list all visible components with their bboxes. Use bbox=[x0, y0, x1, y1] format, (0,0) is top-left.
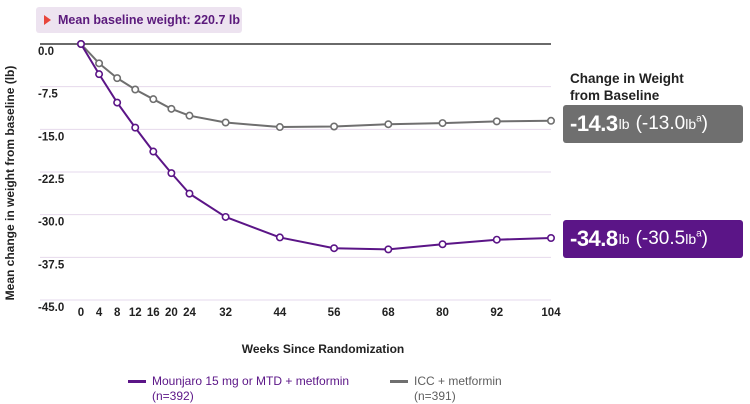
mounjaro-data-point bbox=[546, 233, 555, 242]
baseline-weight-badge: Mean baseline weight: 220.7 lb bbox=[36, 7, 242, 33]
x-tick-label: 20 bbox=[165, 307, 178, 319]
mounjaro-data-point bbox=[167, 169, 176, 178]
x-tick-label: 80 bbox=[436, 307, 449, 319]
y-tick-label: 0.0 bbox=[38, 46, 54, 58]
y-tick-label: -15.0 bbox=[38, 131, 64, 143]
mounjaro-data-point bbox=[384, 245, 393, 254]
icc-result-badge: -14.3 lb (-13.0lba) bbox=[563, 105, 743, 143]
y-axis-ticks: 0.0 -7.5 -15.0 -22.5 -30.0 -37.5 -45.0 bbox=[38, 46, 65, 314]
icc-data-point bbox=[131, 85, 140, 94]
gridlines bbox=[40, 86, 551, 301]
series-group bbox=[77, 39, 555, 254]
x-tick-label: 12 bbox=[129, 307, 142, 319]
icc-data-point bbox=[438, 119, 447, 128]
mounjaro-data-point bbox=[131, 123, 140, 132]
mounjaro-result-alt: (-30.5lba) bbox=[635, 228, 708, 249]
icc-result-alt: (-13.0lba) bbox=[635, 113, 708, 134]
x-tick-label: 4 bbox=[96, 307, 103, 319]
icc-result-value: -14.3 bbox=[570, 111, 618, 136]
x-tick-label: 32 bbox=[219, 307, 232, 319]
icc-data-point bbox=[275, 123, 284, 132]
mounjaro-data-point bbox=[95, 70, 104, 79]
mounjaro-data-point bbox=[330, 244, 339, 253]
mounjaro-data-point bbox=[275, 233, 284, 242]
y-axis-label: Mean change in weight from baseline (lb) bbox=[3, 66, 17, 301]
y-tick-label: -37.5 bbox=[38, 259, 65, 271]
icc-data-point bbox=[330, 122, 339, 131]
icc-data-point bbox=[149, 95, 158, 104]
baseline-weight-text: Mean baseline weight: 220.7 lb bbox=[58, 13, 241, 27]
legend-swatch-mounjaro bbox=[128, 380, 146, 383]
legend-swatch-icc bbox=[390, 380, 408, 383]
x-tick-label: 44 bbox=[273, 307, 286, 319]
y-tick-label: -30.0 bbox=[38, 217, 64, 229]
mounjaro-data-point bbox=[221, 212, 230, 221]
mounjaro-data-point bbox=[77, 39, 86, 48]
y-tick-label: -45.0 bbox=[38, 302, 64, 314]
mounjaro-result-value: -34.8 bbox=[570, 226, 618, 251]
x-tick-label: 8 bbox=[114, 307, 121, 319]
change-in-weight-heading: Change in Weight from Baseline bbox=[570, 71, 684, 103]
x-axis-label: Weeks Since Randomization bbox=[242, 342, 405, 356]
icc-data-point bbox=[492, 117, 501, 126]
icc-series-line bbox=[80, 43, 552, 129]
x-tick-label: 56 bbox=[328, 307, 341, 319]
icc-data-point bbox=[167, 104, 176, 113]
y-tick-label: -22.5 bbox=[38, 174, 65, 186]
mounjaro-data-point bbox=[185, 189, 194, 198]
x-axis-ticks: 0 4 8 12 16 20 24 32 44 56 68 80 92 104 bbox=[78, 307, 561, 319]
mounjaro-data-point bbox=[149, 147, 158, 156]
icc-data-point bbox=[95, 59, 104, 68]
play-triangle-icon bbox=[44, 15, 51, 25]
x-tick-label: 24 bbox=[183, 307, 196, 319]
icc-data-point bbox=[546, 116, 555, 125]
icc-data-point bbox=[384, 120, 393, 129]
x-tick-label: 16 bbox=[147, 307, 160, 319]
icc-data-point bbox=[221, 118, 230, 127]
mounjaro-data-point bbox=[492, 235, 501, 244]
y-tick-label: -7.5 bbox=[38, 89, 58, 101]
mounjaro-data-point bbox=[113, 98, 122, 107]
mounjaro-data-point bbox=[438, 240, 447, 249]
mounjaro-series-line bbox=[80, 43, 552, 251]
mounjaro-result-badge: -34.8 lb (-30.5lba) bbox=[563, 220, 743, 258]
icc-data-point bbox=[113, 74, 122, 83]
x-tick-label: 68 bbox=[382, 307, 395, 319]
x-tick-label: 0 bbox=[78, 307, 84, 319]
x-tick-label: 92 bbox=[490, 307, 503, 319]
x-tick-label: 104 bbox=[541, 307, 561, 319]
icc-data-point bbox=[185, 111, 194, 120]
